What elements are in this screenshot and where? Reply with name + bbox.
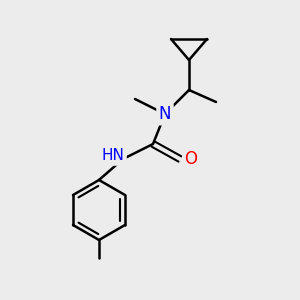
Text: N: N [159, 105, 171, 123]
Text: O: O [184, 150, 197, 168]
Text: HN: HN [102, 148, 124, 164]
